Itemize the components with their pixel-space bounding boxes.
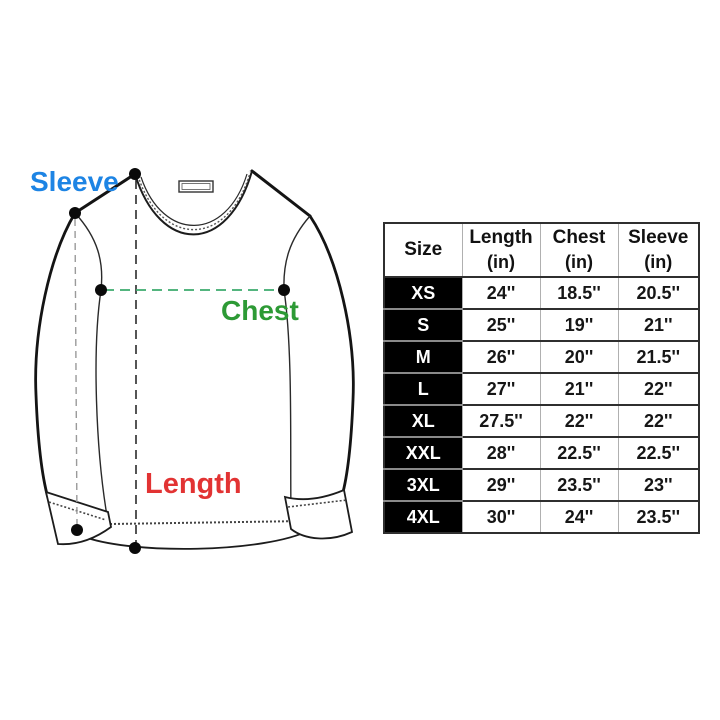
- sleeve-cell: 22.5'': [617, 436, 700, 469]
- col-header-unit: (in): [487, 252, 515, 272]
- size-cell: 3XL: [383, 468, 463, 501]
- length-cell: 27.5'': [461, 404, 541, 437]
- col-header-label: Length: [469, 227, 533, 248]
- chest-cell: 18.5'': [539, 276, 619, 309]
- size-cell: M: [383, 340, 463, 373]
- right-cuff-stitch: [287, 499, 348, 508]
- size-cell: 4XL: [383, 500, 463, 533]
- chest-cell: 20'': [539, 340, 619, 373]
- col-header-label: Size: [404, 239, 443, 260]
- length-cell: 26'': [461, 340, 541, 373]
- collar-front-inner: [140, 173, 248, 226]
- right-sleeve-outer-edge: [308, 214, 355, 498]
- length-label: Length: [145, 468, 242, 500]
- sleeve-cell: 21.5'': [617, 340, 700, 373]
- collar-front-stitch: [137, 172, 251, 231]
- size-chart-table: Size Length (in) Chest (in) Sleeve (in) …: [383, 222, 700, 534]
- length-cell: 29'': [461, 468, 541, 501]
- col-header-length: Length (in): [461, 222, 541, 277]
- left-armpit-dot: [95, 284, 107, 296]
- table-row-xxl: XXL 28'' 22.5'' 22.5'': [383, 436, 700, 469]
- hem-stitch-line: [109, 520, 307, 525]
- shoulder-point-dot: [69, 207, 81, 219]
- cuff-point-dot: [71, 524, 83, 536]
- right-side-seam: [283, 289, 292, 515]
- header-row: Size Length (in) Chest (in) Sleeve (in): [383, 222, 700, 277]
- right-shoulder-line: [250, 169, 312, 218]
- right-armhole-seam: [283, 215, 311, 291]
- chest-cell: 22'': [539, 404, 619, 437]
- sleeve-cell: 21'': [617, 308, 700, 341]
- table-row-4xl: 4XL 30'' 24'' 23.5'': [383, 500, 700, 533]
- col-header-sleeve: Sleeve (in): [617, 222, 700, 277]
- sleeve-label: Sleeve: [30, 166, 119, 197]
- table-row-xl: XL 27.5'' 22'' 22'': [383, 404, 700, 437]
- length-cell: 24'': [461, 276, 541, 309]
- hem-point-dot: [129, 542, 141, 554]
- right-armpit-dot: [278, 284, 290, 296]
- table-row-xs: XS 24'' 18.5'' 20.5'': [383, 276, 700, 309]
- chest-cell: 22.5'': [539, 436, 619, 469]
- table-row-s: S 25'' 19'' 21'': [383, 308, 700, 341]
- right-cuff-outline: [283, 488, 354, 540]
- size-cell: L: [383, 372, 463, 405]
- size-cell: XXL: [383, 436, 463, 469]
- chest-cell: 19'': [539, 308, 619, 341]
- size-cell: S: [383, 308, 463, 341]
- col-header-size: Size: [383, 222, 463, 277]
- left-side-seam: [95, 289, 108, 517]
- chest-cell: 24'': [539, 500, 619, 533]
- length-cell: 27'': [461, 372, 541, 405]
- hem-band: [80, 515, 312, 550]
- col-header-unit: (in): [644, 252, 673, 272]
- left-armhole-seam: [74, 212, 103, 291]
- size-cell: XL: [383, 404, 463, 437]
- chest-label: Chest: [221, 295, 299, 326]
- sleeve-cell: 23.5'': [617, 500, 700, 533]
- left-cuff-outline: [44, 490, 112, 546]
- neck-label-tag-inner: [181, 183, 211, 190]
- right-cuff: [283, 488, 354, 540]
- table-row-l: L 27'' 21'' 22'': [383, 372, 700, 405]
- col-header-label: Chest: [552, 227, 606, 248]
- col-header-chest: Chest (in): [539, 222, 619, 277]
- size-cell: XS: [383, 276, 463, 309]
- table-row-m: M 26'' 20'' 21.5'': [383, 340, 700, 373]
- chest-cell: 23.5'': [539, 468, 619, 501]
- left-sleeve-outer-edge: [34, 211, 77, 500]
- chest-cell: 21'': [539, 372, 619, 405]
- col-header-unit: (in): [565, 252, 593, 272]
- length-cell: 30'': [461, 500, 541, 533]
- sleeve-measure-line: [74, 218, 78, 525]
- sleeve-cell: 22'': [617, 404, 700, 437]
- table-row-3xl: 3XL 29'' 23.5'' 23'': [383, 468, 700, 501]
- left-shoulder-line: [73, 172, 137, 215]
- collar-group: [134, 170, 253, 236]
- sleeve-cell: 20.5'': [617, 276, 700, 309]
- collar-point-dot: [129, 168, 141, 180]
- col-header-label: Sleeve: [628, 227, 689, 248]
- sleeve-cell: 23'': [617, 468, 700, 501]
- length-cell: 25'': [461, 308, 541, 341]
- length-cell: 28'': [461, 436, 541, 469]
- sleeve-cell: 22'': [617, 372, 700, 405]
